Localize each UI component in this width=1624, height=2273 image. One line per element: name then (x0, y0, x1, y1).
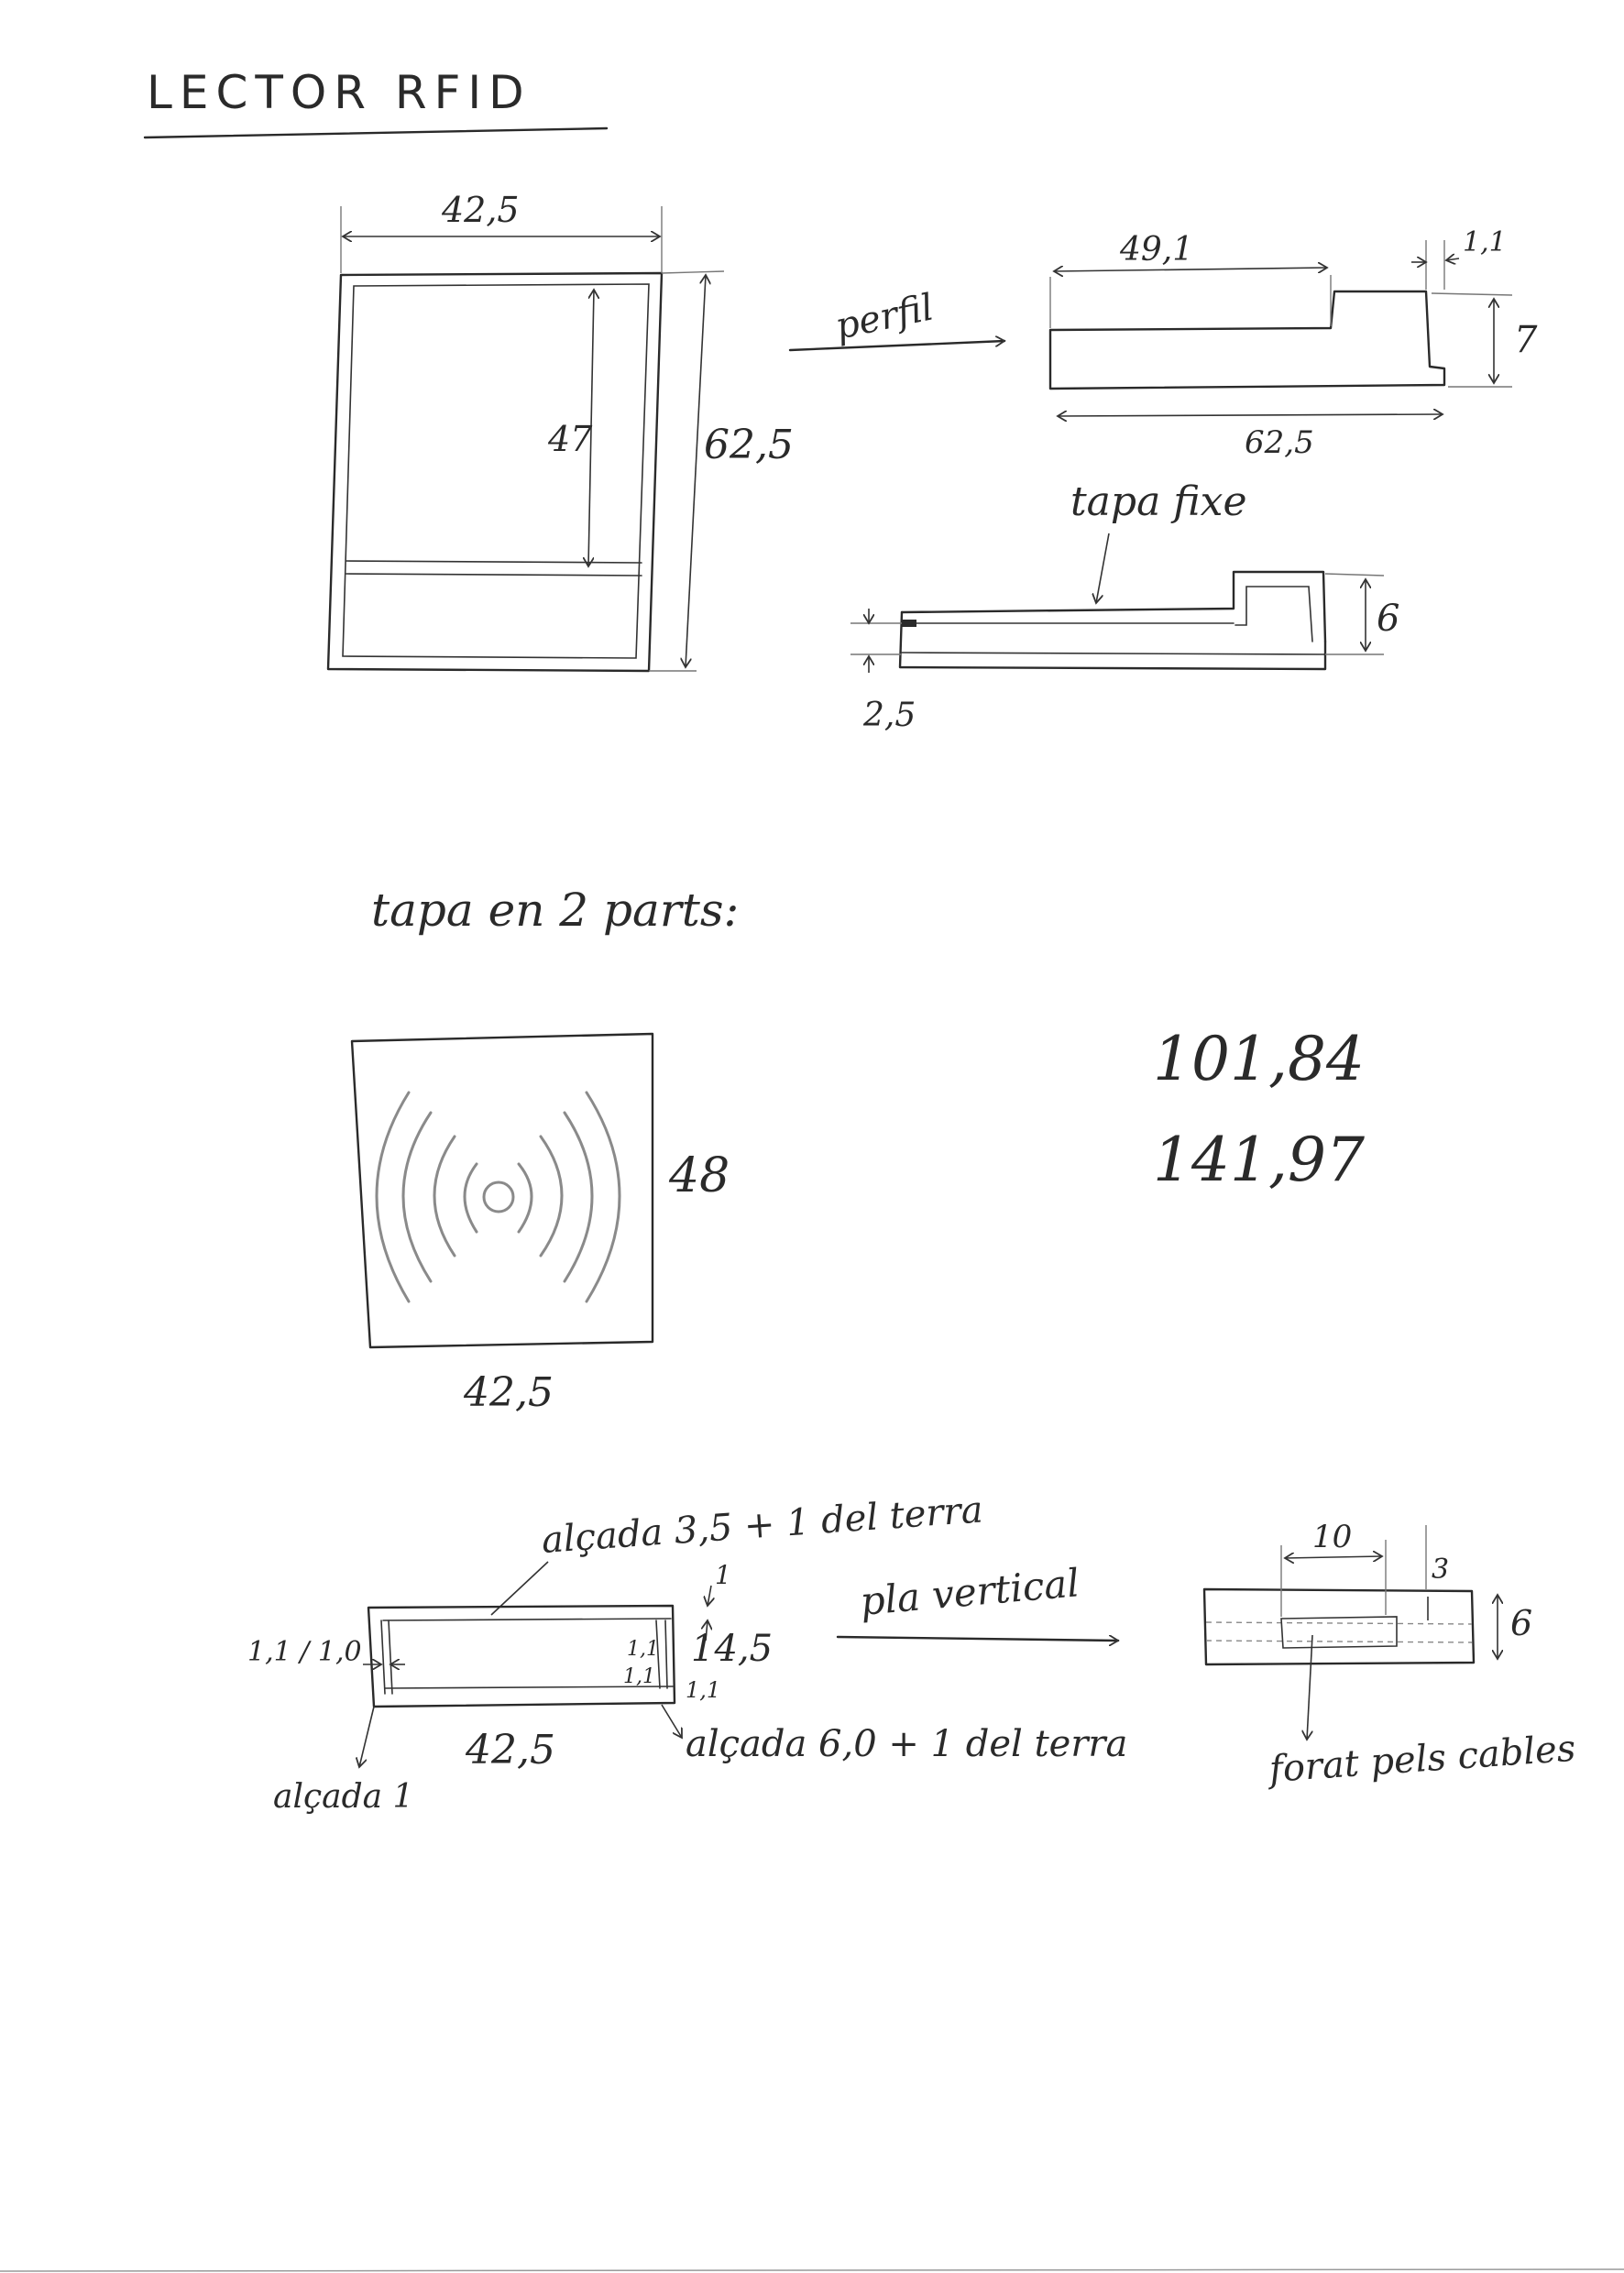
lid-two-parts-view: 48 42,5 (350, 1032, 730, 1416)
profile-top-length-label: 49,1 (1119, 231, 1193, 269)
page-title: LECTOR RFID (147, 66, 532, 119)
bottom-width-label: 42,5 (465, 1727, 555, 1773)
lid-two-parts-label: tapa en 2 parts: (371, 884, 739, 937)
vertical-plane-view: 10 3 6 forat pels cables (1202, 1519, 1577, 1791)
front-inner-height-label: 47 (547, 419, 593, 459)
lid-two-parts-height-label: 48 (668, 1148, 730, 1203)
bottom-left-dim: 1,1 / 1,0 (247, 1636, 362, 1668)
profile-arrow: perfil (788, 286, 1004, 352)
title-underline (143, 126, 609, 139)
profile-bottom-length-label: 62,5 (1245, 424, 1314, 461)
lid-two-parts-width-label: 42,5 (463, 1369, 554, 1416)
vertical-hole-note: forat pels cables (1265, 1728, 1576, 1791)
bottom-left-note: alçada 1 (273, 1778, 413, 1816)
bottom-plan-view: alçada 3,5 + 1 del terra 1 1,1 / 1,0 1,1… (247, 1488, 1127, 1816)
fixed-lid-thickness-label: 2,5 (862, 697, 916, 734)
profile-step-label: 1,1 (1463, 226, 1507, 258)
rfid-waves-icon (375, 1091, 621, 1303)
profile-height-label: 7 (1514, 319, 1538, 361)
bottom-right-dim-2: 1,1 (623, 1665, 655, 1688)
bottom-bottom-note: alçada 6,0 + 1 del terra (686, 1723, 1127, 1765)
page-bottom-edge (0, 2268, 1624, 2272)
profile-view: 49,1 1,1 7 62,5 (1048, 226, 1538, 461)
bottom-top-dim: 1 (715, 1560, 731, 1590)
bottom-height-label: 14,5 (691, 1628, 773, 1670)
fixed-lid-view: tapa fixe 6 2,5 (850, 478, 1399, 734)
number-1: 101,84 (1153, 1024, 1365, 1094)
vertical-height-label: 6 (1510, 1603, 1532, 1643)
front-view: 42,5 47 62,5 (326, 190, 794, 673)
front-width-label: 42,5 (441, 190, 520, 230)
profile-arrow-label: perfil (832, 286, 938, 347)
number-2: 141,97 (1153, 1125, 1365, 1195)
bottom-right-dim-1: 1,1 (627, 1638, 659, 1661)
vertical-width-label: 10 (1312, 1519, 1352, 1555)
front-height-label: 62,5 (704, 422, 794, 468)
vertical-plane-label: pla vertical (859, 1560, 1081, 1624)
fixed-lid-label: tapa fixe (1070, 478, 1247, 525)
fixed-lid-height-label: 6 (1377, 598, 1399, 640)
vertical-small-dim: 3 (1432, 1554, 1449, 1586)
bottom-right-dim-3: 1,1 (686, 1677, 720, 1703)
vertical-plane-arrow: pla vertical (836, 1560, 1118, 1641)
bottom-top-note: alçada 3,5 + 1 del terra (540, 1488, 983, 1562)
